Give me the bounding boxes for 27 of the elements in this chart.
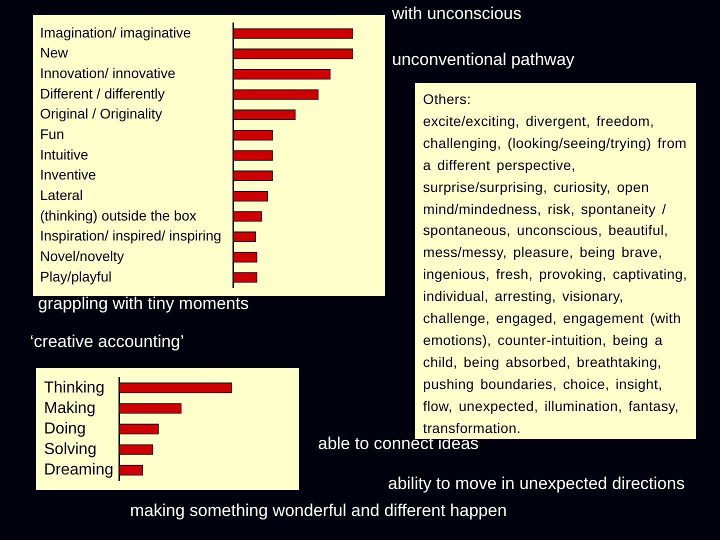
text: with unconscious <box>392 4 522 24</box>
y-tick-label: Fun <box>40 126 64 142</box>
y-tick-label: Play/playful <box>40 268 112 284</box>
text: able to connect ideas <box>318 434 479 454</box>
y-tick-label: Making <box>44 400 96 417</box>
y-tick-label: Solving <box>44 440 96 458</box>
y-tick-label: Imagination/ imaginative <box>40 24 192 40</box>
y-tick-label: Intuitive <box>40 146 88 162</box>
text: excite/exciting, divergent, freedom, challenging, (looking/seeing/trying) from a different perspective, surprise/surprising, curiosity, open mind/mindedness, risk, spontaneity / spontaneous, unconscious, beautiful, mess/messy, pleasure, being brave, ingenious, fresh, provoking, captivating, individual, arresting, visionary, challenge, engaged, engagement (with emotions), counter-intuition, being a child, being absorbed, breathtaking, pushing boundaries, choice, insight, flow, unexpected, illumination, fantasy, transformation. <box>423 112 688 436</box>
text: unconventional pathway <box>392 50 574 70</box>
y-tick-label: Inventive <box>40 166 96 183</box>
text: ability to move in unexpected directions <box>388 474 685 494</box>
y-tick-label: Thinking <box>44 379 104 396</box>
y-tick-label: Lateral <box>40 187 83 204</box>
y-tick-label: Doing <box>44 420 86 438</box>
y-tick-label: Novel/novelty <box>40 248 124 264</box>
y-tick-label: Original / Originality <box>40 106 162 122</box>
y-tick-label: New <box>40 44 69 61</box>
y-tick-label: Dreaming <box>44 462 114 479</box>
y-tick-label: Inspiration/ inspired/ inspiring <box>40 228 222 244</box>
y-tick-label: Innovation/ innovative <box>40 65 176 82</box>
text: ‘creative accounting’ <box>30 332 184 352</box>
text: grappling with tiny moments <box>38 294 249 314</box>
text: Others: <box>423 90 472 109</box>
text: making something wonderful and different happen <box>130 501 507 521</box>
y-tick-label: Different / differently <box>40 85 165 102</box>
y-tick-label: (thinking) outside the box <box>40 207 196 224</box>
